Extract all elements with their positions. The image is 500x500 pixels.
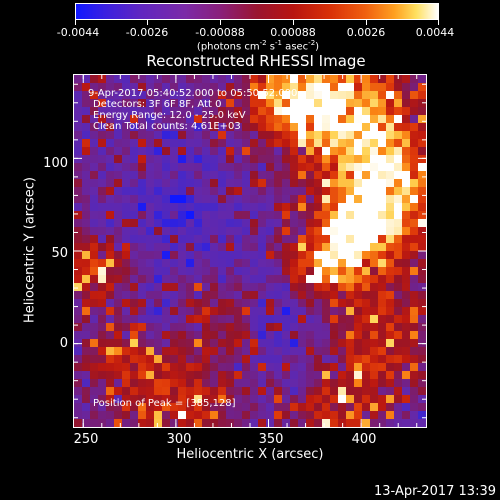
info-clean-counts: Clean Total counts: 4.61E+03 [93,121,241,132]
y-tick-label: 50 [51,246,68,261]
x-tick-label: 350 [258,432,284,447]
plot-title: Reconstructed RHESSI Image [146,52,366,70]
colorbar-tick [147,20,148,25]
colorbar-tick-label: -0.00088 [195,26,245,39]
colorbar-tick [366,20,367,25]
colorbar-tick-label: 0.0026 [346,26,386,39]
colorbar-tick-label: 0.0044 [415,26,455,39]
heatmap-image [74,75,426,427]
x-tick-label: 300 [166,432,192,447]
y-tick-label: 0 [59,336,68,351]
y-tick-label: 100 [43,156,68,171]
info-time-range: 9-Apr-2017 05:40:52.000 to 05:50:52.000 [88,88,298,99]
plot-timestamp: 13-Apr-2017 13:39 [374,484,496,499]
colorbar-tick-label: -0.0026 [125,26,169,39]
colorbar-tick-label: -0.0044 [56,26,100,39]
x-axis-label: Heliocentric X (arcsec) [176,447,324,462]
colorbar-tick [293,20,294,25]
colorbar-tick-label: 0.00088 [270,26,316,39]
y-axis-label: Heliocentric Y (arcsec) [22,177,38,323]
colorbar-tick [75,20,76,25]
x-tick-label: 400 [351,432,377,447]
colorbar-units: (photons cm-2 s-1 asec-2) [196,39,320,53]
colorbar [75,3,439,20]
info-detectors: Detectors: 3F 6F 8F, Att 0 [93,99,222,110]
colorbar-tick [438,20,439,25]
image-plot-area [73,74,427,428]
x-tick-label: 250 [73,432,99,447]
info-energy-range: Energy Range: 12.0 - 25.0 keV [93,110,246,121]
peak-position-label: Position of Peak = [385,128] [93,398,236,409]
colorbar-tick [220,20,221,25]
